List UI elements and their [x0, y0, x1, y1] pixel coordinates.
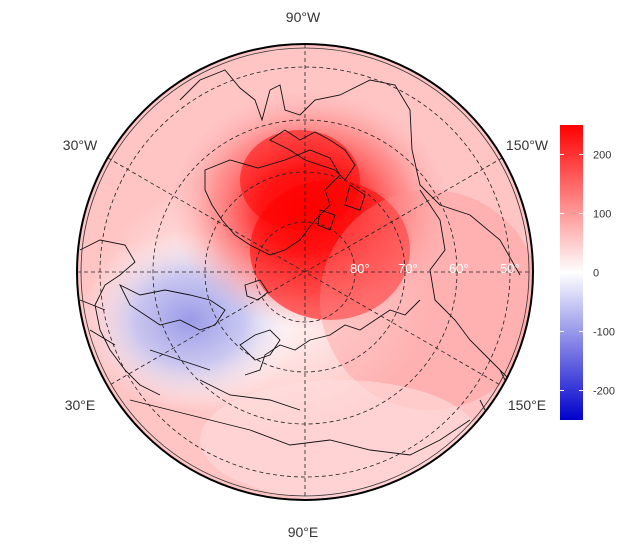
map-boundary-inner	[80, 47, 530, 497]
novaya-zemlya-coast	[239, 329, 281, 361]
lat-label-70: 70°	[398, 261, 418, 276]
graticule	[77, 44, 533, 500]
colorbar-ticks: 200 100 0 -100 -200	[560, 150, 615, 398]
colorbar-ramp	[560, 125, 583, 420]
lon-label-90e: 90°E	[288, 524, 319, 540]
lon-label-150e: 150°E	[508, 397, 546, 413]
lat-label-50: 50°	[500, 261, 520, 276]
colorbar-tick-label: 200	[593, 150, 611, 162]
scandinavia-coast	[118, 283, 226, 331]
colorbar-tick-label: 0	[593, 268, 599, 280]
lat-label-80: 80°	[350, 261, 370, 276]
colorbar-tick-label: -200	[593, 386, 615, 398]
north-america-coast	[179, 69, 521, 276]
map-boundary	[76, 43, 534, 501]
lon-label-150w: 150°W	[506, 137, 549, 153]
lon-label-30w: 30°W	[63, 137, 98, 153]
alaska-coast	[419, 189, 511, 381]
lat-circle-50	[99, 66, 511, 478]
europe-coast	[79, 239, 161, 396]
lon-label-30e: 30°E	[65, 397, 96, 413]
siberia-coast	[244, 299, 421, 376]
lat-label-60: 60°	[449, 261, 469, 276]
asia-interior-borders	[79, 299, 471, 456]
colorbar-tick-label: 100	[593, 209, 611, 221]
colorbar-tick-label: -100	[593, 327, 615, 339]
greenland-coast	[204, 149, 341, 256]
lon-label-90w: 90°W	[286, 9, 321, 25]
colorbar: 200 100 0 -100 -200	[560, 125, 615, 420]
